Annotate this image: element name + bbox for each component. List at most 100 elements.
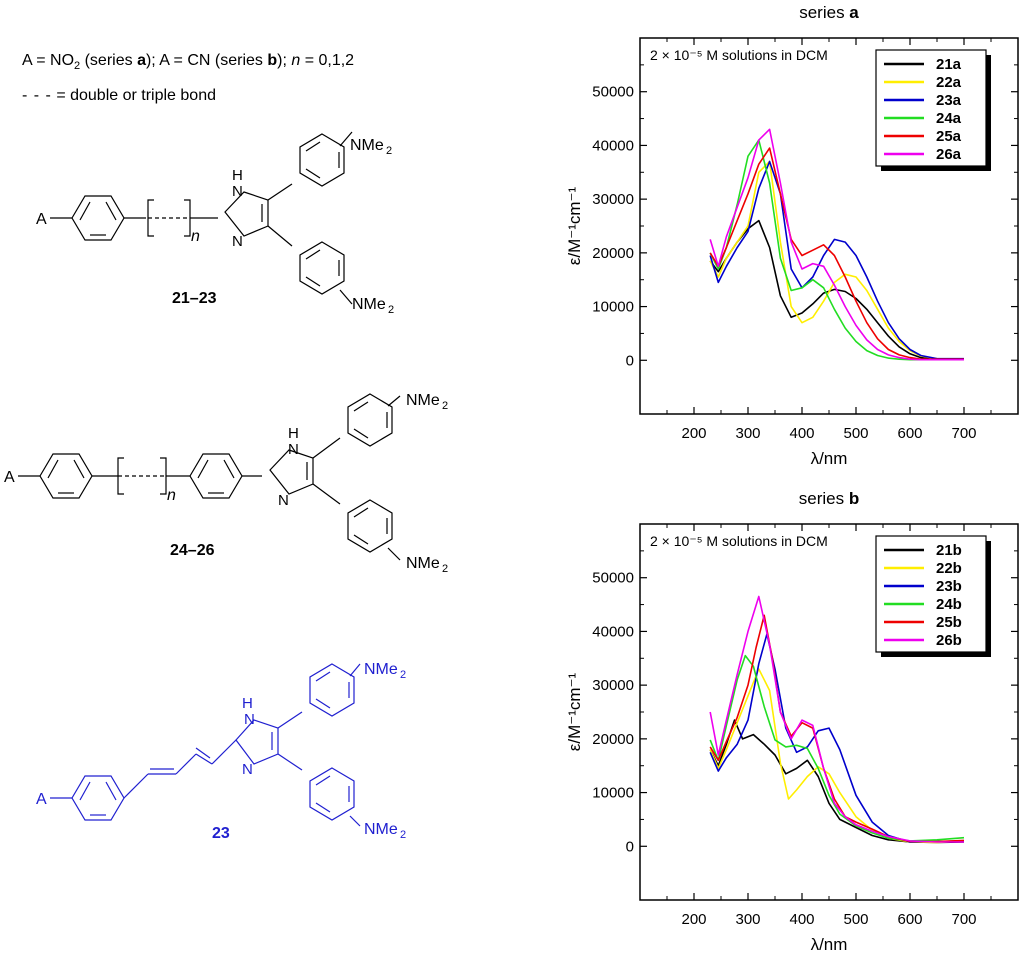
legend-box xyxy=(875,535,987,653)
y-tick-label: 50000 xyxy=(592,84,634,101)
nh-label: H xyxy=(232,167,243,184)
text-fragment: A = NO xyxy=(22,52,75,69)
annotation-text: 2 × 10⁻⁵ M solutions in DCM xyxy=(650,47,828,63)
n-atom-label: N xyxy=(278,492,289,509)
nme2-label: NMe xyxy=(406,392,440,409)
series-definition-text: A = NO2 (series a); A = CN (series b); n… xyxy=(22,46,354,111)
structure-21-23: A n H N N NMe 2 NMe 2 21–23 xyxy=(36,131,394,316)
text-fragment: ); xyxy=(277,52,292,69)
text-fragment: (series xyxy=(80,52,138,69)
series-line-23a xyxy=(709,160,964,360)
x-tick-label: 600 xyxy=(897,911,922,928)
legend-label-22a: 22a xyxy=(936,74,962,91)
chart-title: series a xyxy=(799,3,859,22)
n-atom-label: N xyxy=(244,711,255,728)
nh-label: H xyxy=(288,425,299,442)
legend-label-21a: 21a xyxy=(936,56,962,73)
chart-series-a: series a 2 × 10⁻⁵ M solutions in DCM 200 30… xyxy=(565,3,1019,468)
legend-label-23a: 23a xyxy=(936,92,962,109)
legend-label-25a: 25a xyxy=(936,128,962,145)
x-axis-label: λ/nm xyxy=(811,935,848,954)
compound-label-24-26: 24–26 xyxy=(170,542,215,559)
legend-label-22b: 22b xyxy=(936,560,962,577)
x-axis-label: λ/nm xyxy=(811,449,848,468)
legend-box xyxy=(875,49,987,167)
structure-23: A H N N NMe 2 NMe 2 23 xyxy=(36,661,406,842)
x-tick-label: 300 xyxy=(735,911,760,928)
nme2-subscript: 2 xyxy=(400,829,406,841)
series-line-23b xyxy=(709,633,965,843)
n-atom-label: N xyxy=(232,183,243,200)
compound-label-21-23: 21–23 xyxy=(172,290,217,307)
compound-label-23: 23 xyxy=(212,825,230,842)
y-tick-label: 30000 xyxy=(592,191,634,208)
nme2-label: NMe xyxy=(406,555,440,572)
series-line-22a xyxy=(709,160,965,360)
text-fragment: = 0,1,2 xyxy=(300,52,355,69)
legend-label-25b: 25b xyxy=(936,614,962,631)
substituent-A: A xyxy=(36,791,47,808)
n-label: n xyxy=(191,228,200,245)
y-tick-label: 20000 xyxy=(592,731,634,748)
structure-24-26: A n H N N NMe 2 NMe 2 24–26 xyxy=(4,392,448,575)
y-axis-label: ε/M⁻¹cm⁻¹ xyxy=(565,672,584,751)
legend-label-24b: 24b xyxy=(936,596,962,613)
x-tick-label: 200 xyxy=(681,911,706,928)
series-line-26b xyxy=(709,595,964,843)
x-tick-label: 700 xyxy=(951,911,976,928)
x-tick-label: 300 xyxy=(735,425,760,442)
x-tick-label: 200 xyxy=(681,425,706,442)
legend-label-24a: 24a xyxy=(936,110,962,127)
n-atom-label: N xyxy=(242,761,253,778)
y-tick-label: 0 xyxy=(626,352,634,369)
series-line-26a xyxy=(709,128,964,361)
y-tick-label: 20000 xyxy=(592,245,634,262)
chart-series-b: series b 2 × 10⁻⁵ M solutions in DCM 200 30… xyxy=(565,489,1019,954)
substituent-A: A xyxy=(4,469,15,486)
text-fragment: ); A = CN (series xyxy=(145,52,268,69)
x-tick-label: 700 xyxy=(951,425,976,442)
n-label: n xyxy=(167,487,176,504)
dash-symbol: - - - xyxy=(22,87,52,105)
nme2-label: NMe xyxy=(364,661,398,678)
y-tick-label: 40000 xyxy=(592,623,634,640)
nme2-subscript: 2 xyxy=(442,400,448,412)
nme2-label: NMe xyxy=(352,296,386,313)
substituent-A: A xyxy=(36,211,47,228)
nh-label: H xyxy=(242,695,253,712)
x-tick-label: 500 xyxy=(843,425,868,442)
chemical-structures: A n H N N NMe 2 NMe 2 21–23 A n xyxy=(4,131,448,842)
text-fragment: = double or triple bond xyxy=(51,87,216,105)
nme2-subscript: 2 xyxy=(400,669,406,681)
series-line-24a xyxy=(709,139,964,361)
y-tick-label: 30000 xyxy=(592,677,634,694)
y-axis-label: ε/M⁻¹cm⁻¹ xyxy=(565,186,584,265)
bold-series-b: b xyxy=(267,52,278,69)
n-atom-label: N xyxy=(288,441,299,458)
nme2-label: NMe xyxy=(350,137,384,154)
y-tick-label: 10000 xyxy=(592,785,634,802)
y-tick-label: 50000 xyxy=(592,570,634,587)
italic-n: n xyxy=(291,52,301,69)
legend-label-26a: 26a xyxy=(936,146,962,163)
series-line-21a xyxy=(709,219,964,360)
legend-label-23b: 23b xyxy=(936,578,962,595)
y-tick-label: 40000 xyxy=(592,137,634,154)
x-tick-label: 400 xyxy=(789,425,814,442)
bond-definition-line: - - - = double or triple bond xyxy=(22,81,354,111)
x-tick-label: 400 xyxy=(789,911,814,928)
series-definition-line: A = NO2 (series a); A = CN (series b); n… xyxy=(22,46,354,81)
n-atom-label: N xyxy=(232,233,243,250)
nme2-subscript: 2 xyxy=(388,304,394,316)
x-tick-label: 600 xyxy=(897,425,922,442)
nme2-subscript: 2 xyxy=(386,145,392,157)
bold-series-a: a xyxy=(137,52,146,69)
series-line-21b xyxy=(709,719,965,844)
y-tick-label: 10000 xyxy=(592,299,634,316)
series-line-24b xyxy=(709,654,965,842)
annotation-text: 2 × 10⁻⁵ M solutions in DCM xyxy=(650,533,828,549)
y-tick-label: 0 xyxy=(626,838,634,855)
chart-title: series b xyxy=(799,489,859,508)
nme2-label: NMe xyxy=(364,821,398,838)
legend-label-26b: 26b xyxy=(936,632,962,649)
